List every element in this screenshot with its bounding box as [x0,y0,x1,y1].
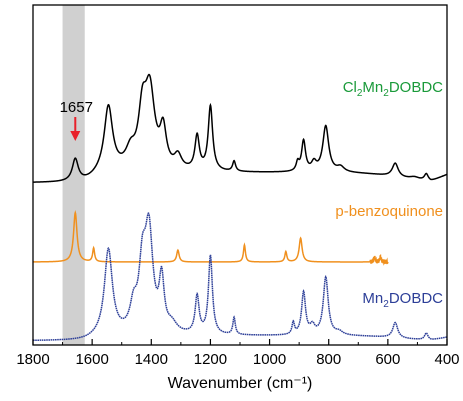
x-tick-label-400: 400 [434,351,459,368]
x-axis: 1800 1600 1400 1200 1000 800 600 400 [16,339,460,368]
x-tick-label-800: 800 [316,351,341,368]
x-tick-label-1200: 1200 [194,351,227,368]
series-layer [33,73,448,342]
annotation-arrowhead [70,131,81,141]
x-tick-label-600: 600 [375,351,400,368]
annotation-1657: 1657 [60,99,93,141]
series-label-mn2dobdc: Mn2DOBDC [362,290,443,310]
series-line-cl2mn2dobdc [33,73,448,183]
series-label-cl2mn2dobdc: Cl2Mn2DOBDC [343,79,443,99]
annotation-label: 1657 [60,99,93,116]
series-line-mn2dobdc [33,212,448,342]
highlight-band [62,5,85,345]
x-axis-label: Wavenumber (cm⁻¹) [168,375,313,392]
x-tick-label-1800: 1800 [16,351,49,368]
x-tick-label-1000: 1000 [253,351,286,368]
x-tick-label-1400: 1400 [135,351,168,368]
series-label-p-benzoquinone: p-benzoquinone [335,203,443,220]
series-labels: Cl2Mn2DOBDC p-benzoquinone Mn2DOBDC [335,79,443,310]
plot-frame [32,4,448,346]
x-tick-label-1600: 1600 [75,351,108,368]
